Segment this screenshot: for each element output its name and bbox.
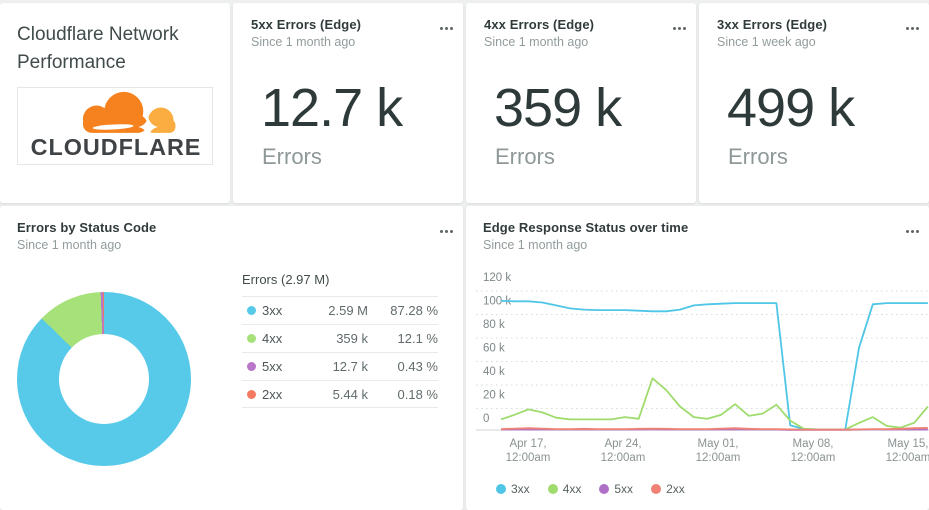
- chart-timeframe: Since 1 month ago: [17, 238, 122, 252]
- row-value: 12.7 k: [332, 359, 368, 374]
- cloudflare-logo: CLOUDFLARE: [17, 87, 213, 165]
- card-menu-icon[interactable]: [440, 230, 443, 233]
- kpi-value: 499 k: [727, 78, 855, 138]
- table-row-2xx[interactable]: 2xx 5.44 k 0.18 %: [242, 380, 438, 408]
- y-axis-labels: 120 k 100 k 80 k 60 k 40 k 20 k 0: [483, 272, 511, 425]
- gridlines: [476, 290, 929, 409]
- chart-title: Errors by Status Code: [17, 220, 157, 235]
- svg-text:80 k: 80 k: [483, 319, 505, 331]
- x-tick: Apr 24, 12:00am: [600, 438, 646, 464]
- legend-label: 2xx: [666, 482, 685, 496]
- legend-dot-4xx: [547, 484, 558, 494]
- kpi-card-5xx: 5xx Errors (Edge) Since 1 month ago 12.7…: [233, 3, 463, 203]
- donut-chart[interactable]: [17, 292, 191, 466]
- row-label: 2xx: [262, 386, 283, 402]
- kpi-value: 12.7 k: [261, 78, 403, 138]
- series-dot-3xx: [247, 306, 256, 315]
- svg-text:40 k: 40 k: [483, 366, 505, 378]
- row-label: 4xx: [262, 331, 283, 346]
- legend-dot-2xx: [651, 484, 662, 494]
- table-row-5xx[interactable]: 5xx 12.7 k 0.43 %: [242, 352, 438, 380]
- svg-text:0: 0: [483, 413, 489, 425]
- card-menu-icon[interactable]: [906, 230, 909, 233]
- legend-label: 5xx: [614, 482, 634, 496]
- svg-text:60 k: 60 k: [483, 343, 505, 355]
- series-line-2xx: [500, 427, 928, 431]
- svg-text:120 k: 120 k: [483, 272, 511, 284]
- errors-by-status-code-card: Errors by Status Code Since 1 month ago …: [0, 206, 463, 510]
- x-tick: May 08, 12:00am: [790, 438, 836, 464]
- row-percent: 0.18 %: [397, 386, 438, 402]
- status-code-table: Errors (2.97 M) 3xx 2.59 M 87.28 % 4xx 3…: [242, 272, 438, 408]
- row-percent: 0.43 %: [397, 359, 438, 374]
- card-menu-icon[interactable]: [673, 27, 676, 30]
- kpi-unit-label: Errors: [728, 144, 788, 169]
- row-percent: 12.1 %: [397, 331, 438, 346]
- table-row-4xx[interactable]: 4xx 359 k 12.1 %: [242, 324, 438, 352]
- table-row-3xx[interactable]: 3xx 2.59 M 87.28 %: [242, 296, 438, 324]
- kpi-unit-label: Errors: [495, 144, 555, 169]
- series-dot-2xx: [247, 389, 256, 399]
- legend-item-3xx[interactable]: 3xx: [496, 482, 530, 496]
- kpi-value: 359 k: [494, 78, 622, 138]
- series-line-3xx: [500, 299, 928, 431]
- chart-series-lines: [500, 299, 929, 431]
- chart-title: Edge Response Status over time: [483, 220, 689, 235]
- kpi-card-4xx: 4xx Errors (Edge) Since 1 month ago 359 …: [466, 3, 696, 203]
- kpi-title: 4xx Errors (Edge): [484, 17, 595, 32]
- x-tick: May 01, 12:00am: [695, 438, 741, 464]
- svg-text:20 k: 20 k: [483, 390, 505, 402]
- page-title: Cloudflare Network Performance: [17, 24, 179, 73]
- row-value: 359 k: [336, 331, 368, 346]
- x-tick: May 15, 12:00am: [885, 438, 929, 464]
- table-header: Errors (2.97 M): [242, 272, 330, 287]
- x-tick: Apr 17, 12:00am: [505, 438, 551, 464]
- legend-label: 4xx: [562, 482, 582, 496]
- series-line-4xx: [500, 377, 929, 431]
- dashboard-title-card: Cloudflare Network Performance CLOUDFLAR…: [0, 3, 230, 203]
- legend-label: 3xx: [511, 482, 530, 496]
- cloudflare-logo-image: CLOUDFLARE: [31, 91, 202, 160]
- kpi-card-3xx: 3xx Errors (Edge) Since 1 week ago 499 k…: [699, 3, 929, 203]
- series-dot-4xx: [247, 334, 256, 343]
- kpi-timeframe: Since 1 month ago: [251, 35, 356, 49]
- chart-legend: 3xx 4xx 5xx 2xx: [496, 482, 685, 496]
- legend-dot-5xx: [599, 484, 610, 494]
- row-value: 5.44 k: [332, 386, 368, 402]
- svg-text:100 k: 100 k: [483, 296, 511, 308]
- series-dot-5xx: [247, 362, 256, 371]
- edge-response-status-card: 120 k 100 k 80 k 60 k 40 k 20 k 0 Edge R…: [466, 206, 929, 510]
- row-percent: 87.28 %: [390, 303, 438, 318]
- kpi-unit-label: Errors: [262, 144, 322, 169]
- kpi-timeframe: Since 1 week ago: [717, 35, 816, 49]
- legend-item-4xx[interactable]: 4xx: [547, 482, 582, 496]
- kpi-title: 3xx Errors (Edge): [717, 17, 828, 32]
- row-label: 3xx: [262, 303, 283, 318]
- cloudflare-cloud-icon: [82, 91, 176, 138]
- cloudflare-wordmark: CLOUDFLARE: [31, 134, 202, 160]
- chart-timeframe: Since 1 month ago: [483, 238, 588, 252]
- legend-item-2xx[interactable]: 2xx: [651, 482, 685, 496]
- kpi-timeframe: Since 1 month ago: [484, 35, 589, 49]
- donut-hole: [59, 334, 149, 424]
- row-value: 2.59 M: [328, 303, 368, 318]
- legend-item-5xx[interactable]: 5xx: [599, 482, 633, 496]
- card-menu-icon[interactable]: [906, 27, 909, 30]
- legend-dot-3xx: [496, 484, 506, 494]
- card-menu-icon[interactable]: [440, 27, 443, 30]
- kpi-title: 5xx Errors (Edge): [251, 17, 362, 32]
- row-label: 5xx: [262, 359, 283, 374]
- x-axis-labels: Apr 17, 12:00am Apr 24, 12:00am May 01, 12:…: [466, 437, 929, 467]
